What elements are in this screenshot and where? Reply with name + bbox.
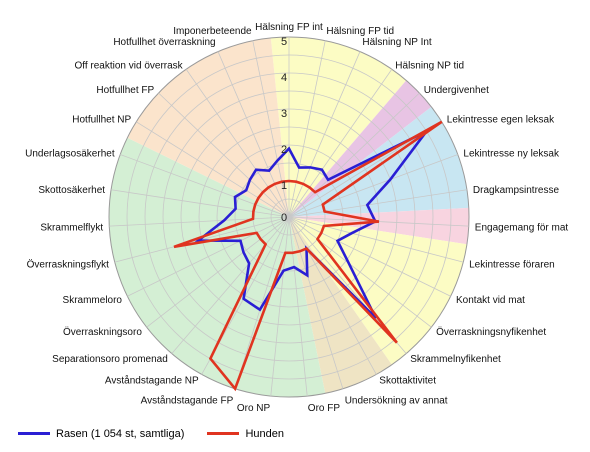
category-label-18: Avståndstagande NP (105, 375, 199, 387)
category-label-25: Underlagsosäkerhet (25, 148, 115, 159)
series-line-1 (173, 120, 443, 392)
legend-item-series-1: Hunden (207, 428, 284, 440)
radial-tick-3: 3 (281, 108, 287, 120)
radial-tick-5: 5 (281, 36, 287, 48)
category-label-2: Hälsning NP Int (362, 37, 432, 48)
category-label-3: Hälsning NP tid (395, 60, 464, 71)
category-label-15: Oro FP (308, 403, 341, 414)
category-label-13: Skottaktivitet (379, 376, 436, 387)
grid-spoke-7 (288, 189, 467, 218)
category-label-12: Skrammelnyfikenhet (410, 354, 501, 365)
category-label-10: Kontakt vid mat (456, 295, 525, 306)
legend-item-series-0: Rasen (1 054 st, samtliga) (18, 428, 184, 440)
sector-wedge-4 (289, 217, 467, 365)
grid-spoke-14 (288, 216, 344, 389)
sector-wedge-7 (127, 37, 290, 217)
category-label-1: Hälsning FP tid (326, 26, 394, 37)
grid-spoke-16 (270, 216, 290, 397)
grid-spoke-26 (136, 121, 290, 218)
category-label-14: Undersökning av annat (345, 396, 448, 407)
category-label-27: Hotfullhet FP (96, 85, 154, 96)
category-label-19: Separationsoro promenad (52, 354, 168, 365)
grid-spoke-13 (288, 216, 377, 375)
sector-wedge-0 (270, 37, 407, 218)
category-label-11: Överraskningsnyfikenhet (436, 326, 546, 338)
grid-spoke-25 (120, 154, 290, 218)
radial-tick-4: 4 (281, 72, 287, 84)
category-label-24: Skottosäkerhet (38, 185, 105, 196)
series-line-0 (194, 130, 428, 320)
grid-spoke-30 (252, 40, 290, 218)
category-label-30: Imponerbeteende (173, 26, 252, 37)
legend-swatch-series-1 (207, 432, 240, 435)
grid-spoke-23 (109, 216, 290, 227)
category-label-21: Skrammeloro (63, 295, 123, 306)
legend-label-series-0: Rasen (1 054 st, samtliga) (56, 427, 185, 440)
legend-swatch-series-0 (18, 432, 50, 435)
legend-label-series-1: Hunden (245, 427, 284, 440)
sector-wedge-5 (289, 217, 392, 394)
category-label-17: Avståndstagande FP (141, 395, 234, 407)
category-label-7: Dragkampsintresse (473, 185, 560, 196)
category-label-5: Lekintresse egen leksak (447, 115, 555, 126)
grid-spoke-29 (217, 51, 290, 218)
grid-spoke-3 (288, 69, 393, 218)
category-label-20: Överraskningsoro (63, 326, 142, 338)
grid-spoke-9 (288, 216, 464, 263)
grid-spoke-27 (158, 92, 290, 218)
category-label-9: Lekintresse föraren (469, 260, 555, 271)
grid-spoke-17 (234, 216, 290, 389)
category-label-16: Oro NP (237, 403, 271, 414)
grid-spoke-10 (288, 216, 451, 297)
legend: Rasen (1 054 st, samtliga) Hunden (18, 426, 304, 440)
grid-spoke-21 (127, 216, 290, 297)
grid-spoke-24 (111, 189, 290, 218)
category-label-6: Lekintresse ny leksak (463, 148, 560, 159)
grid-spoke-15 (288, 216, 308, 397)
category-label-8: Engagemang för mat (475, 222, 569, 233)
sector-wedge-6 (108, 137, 326, 397)
category-label-0: Hälsning FP int (255, 22, 323, 33)
category-label-22: Överraskningsflykt (27, 259, 109, 271)
grid-spoke-28 (185, 69, 290, 218)
grid-spoke-20 (146, 216, 290, 328)
grid-spoke-6 (288, 154, 458, 218)
grid-spoke-1 (288, 40, 326, 218)
category-label-29: Hotfullhet överraskning (113, 37, 215, 48)
category-label-4: Undergivenhet (424, 85, 489, 96)
category-label-28: Off reaktion vid överrask (74, 60, 183, 71)
sector-wedge-3 (289, 207, 469, 245)
category-label-23: Skrammelflykt (40, 222, 103, 233)
radial-tick-1: 1 (281, 180, 287, 192)
grid-spoke-19 (171, 216, 290, 354)
radial-tick-2: 2 (281, 144, 287, 156)
grid-spoke-11 (288, 216, 432, 328)
series-layer (173, 120, 443, 392)
radial-tick-0: 0 (281, 212, 287, 224)
grid-spoke-2 (288, 51, 361, 218)
radial-tick-labels: 1 2 3 4 5 0 (281, 36, 287, 224)
category-label-26: Hotfullhet NP (72, 115, 131, 126)
grid-spoke-4 (288, 92, 420, 218)
